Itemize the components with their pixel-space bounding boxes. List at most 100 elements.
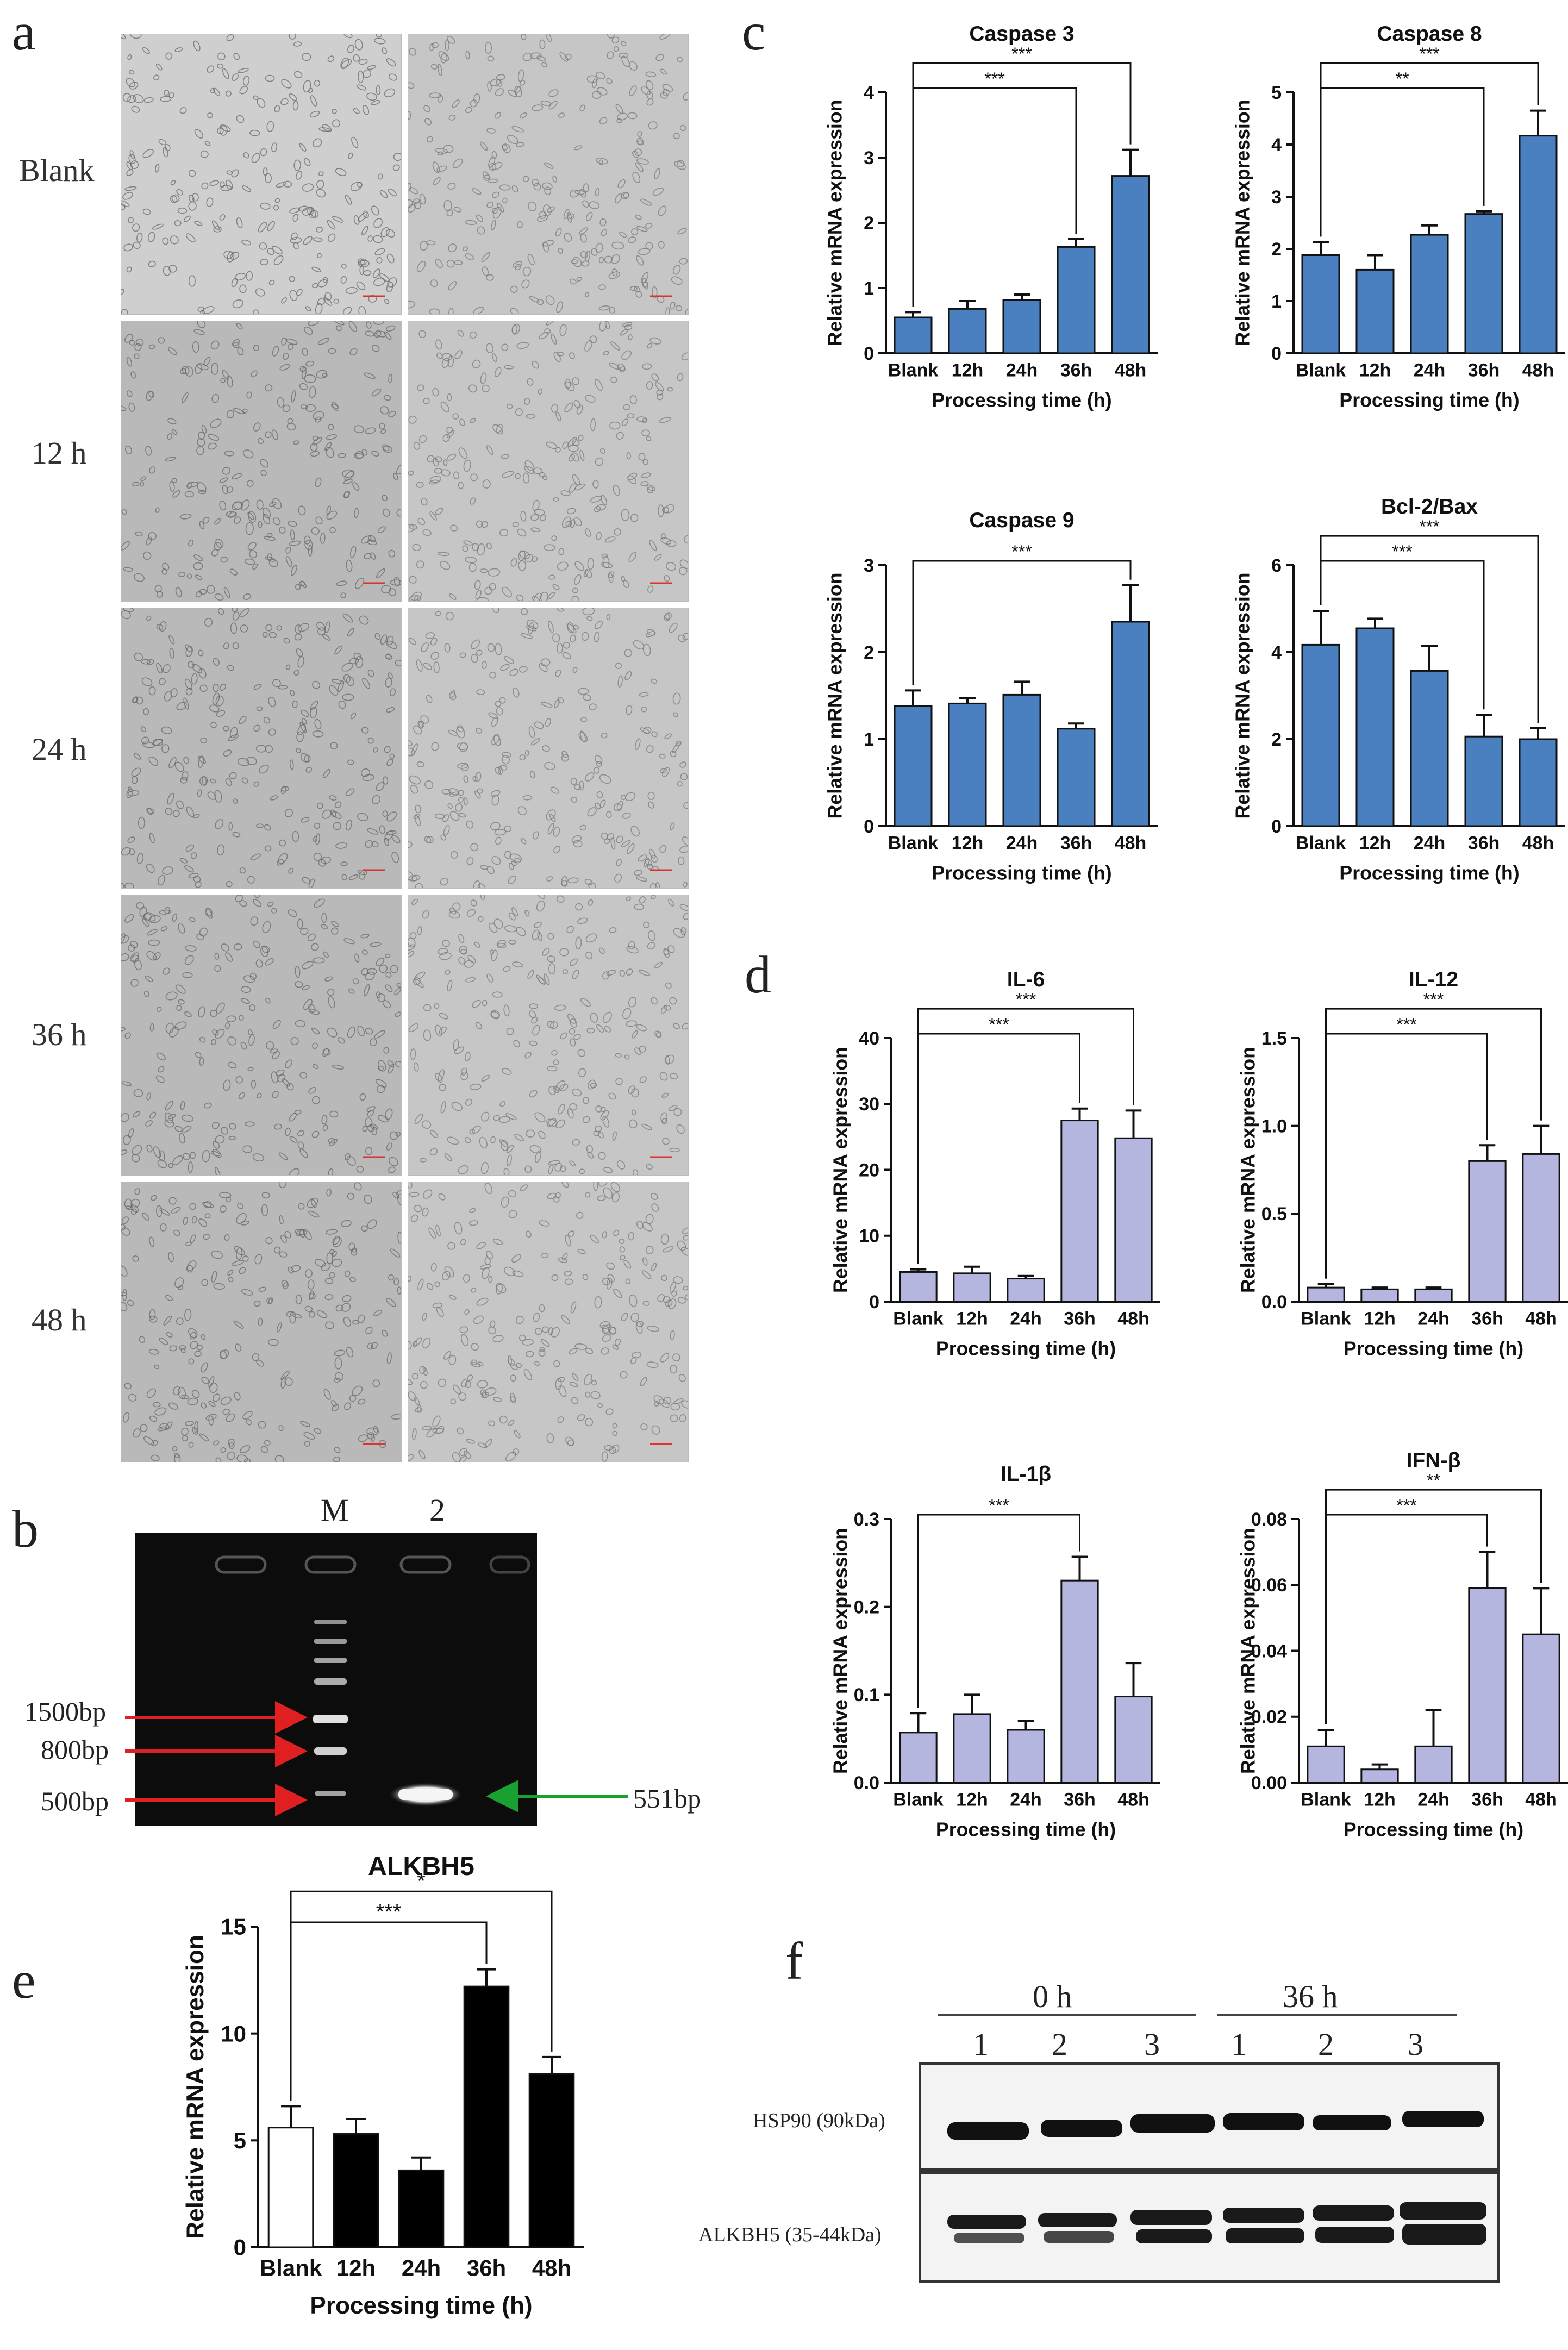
y-tick-label: 0 — [1271, 816, 1282, 837]
bar — [1007, 1729, 1045, 1784]
micrograph-image — [408, 34, 689, 315]
micrograph-image — [121, 1182, 402, 1462]
panel-label-c: c — [742, 3, 766, 61]
significance-bracket — [1325, 1514, 1488, 1724]
y-axis-label: Relative mRNA expression — [182, 1935, 209, 2239]
panel-label-b: b — [12, 1500, 39, 1559]
row-label-36h: 36 h — [32, 1017, 87, 1052]
y-tick-label: 0 — [869, 1292, 879, 1312]
x-tick-label: 12h — [1359, 360, 1391, 381]
bar — [953, 1713, 991, 1784]
y-tick-label: 4 — [1271, 135, 1282, 155]
y-tick-label: 0.2 — [854, 1597, 879, 1618]
y-tick-label: 15 — [221, 1914, 246, 1940]
x-tick-label: Blank — [1296, 833, 1346, 854]
bar — [333, 2133, 379, 2248]
wb-lane-number: 3 — [1144, 2027, 1160, 2062]
micrograph-image — [121, 608, 402, 889]
bar — [899, 1732, 938, 1784]
significance-bracket — [1320, 87, 1485, 237]
chart-alkbh5: ALKBH5 0 5 10 15 Relative mRNA expression Blan… — [147, 1852, 603, 2342]
bar — [1301, 643, 1340, 827]
micrograph-image — [408, 608, 689, 889]
x-tick-label: Blank — [893, 1309, 944, 1329]
row-label-24h: 24 h — [32, 732, 87, 767]
bar — [1468, 1587, 1507, 1784]
bar — [894, 316, 933, 354]
x-tick-label: 48h — [1525, 1790, 1557, 1810]
x-tick-label: 24h — [1010, 1790, 1042, 1810]
significance-label: *** — [1011, 542, 1032, 561]
y-tick-label: 2 — [864, 642, 874, 663]
micrograph-image — [408, 321, 689, 602]
marker-label-500bp: 500bp — [41, 1786, 109, 1816]
wb-lane-number: 2 — [1318, 2027, 1334, 2062]
y-axis-label: Relative mRNA expression — [1237, 1047, 1259, 1293]
chart-title: Caspase 8 — [1377, 22, 1482, 46]
panel-label-f: f — [785, 1932, 803, 1991]
x-axis-label: Processing time (h) — [1344, 1338, 1523, 1360]
x-tick-label: 12h — [1359, 833, 1391, 854]
bar — [1060, 1579, 1099, 1784]
chart-title: Caspase 9 — [969, 509, 1074, 532]
row-label-48h: 48 h — [32, 1302, 87, 1338]
row-label-blank: Blank — [19, 153, 95, 188]
x-tick-label: Blank — [1301, 1309, 1351, 1329]
significance-label: * — [417, 1869, 426, 1893]
bar — [1057, 246, 1096, 354]
marker-label-800bp: 800bp — [41, 1734, 109, 1765]
chart-title: ALKBH5 — [368, 1852, 474, 1881]
micrograph-image — [121, 895, 402, 1176]
significance-bracket — [290, 1921, 488, 2101]
significance-bracket — [1320, 62, 1539, 237]
x-tick-label: 48h — [1522, 833, 1554, 854]
bar — [1414, 1745, 1453, 1784]
x-axis-label: Processing time (h) — [936, 1338, 1116, 1360]
bar — [1468, 1160, 1507, 1303]
x-tick-label: Blank — [260, 2255, 322, 2281]
x-tick-label: 24h — [1414, 360, 1446, 381]
x-tick-label: 48h — [1522, 360, 1554, 381]
bar — [1307, 1286, 1345, 1303]
bar — [1114, 1137, 1153, 1303]
x-axis-label: Processing time (h) — [932, 390, 1111, 411]
y-tick-label: 2 — [1271, 729, 1282, 750]
micrograph-image — [408, 895, 689, 1176]
gel-lane-label-m: M — [321, 1492, 349, 1528]
y-tick-label: 20 — [859, 1160, 879, 1180]
bar — [1111, 621, 1150, 827]
bar — [1360, 1768, 1399, 1784]
wb-blot-hsp90 — [919, 2062, 1500, 2171]
wb-group-label-0h: 0 h — [1033, 1979, 1072, 2014]
wb-lane-number: 1 — [973, 2027, 989, 2062]
bar — [1355, 268, 1395, 354]
y-tick-label: 3 — [864, 148, 874, 168]
chart-title: Caspase 3 — [969, 22, 1074, 46]
y-tick-label: 0.0 — [1261, 1292, 1287, 1312]
chart-il-1b: IL-1β 0.0 0.1 0.2 0.3 Relative mRNA expressio… — [804, 1462, 1174, 1875]
bar — [1002, 693, 1041, 827]
significance-label: *** — [1419, 44, 1440, 64]
x-tick-label: Blank — [893, 1790, 944, 1810]
chart-bcl2-bax: Bcl-2/Bax 0 2 4 6 Relative mRNA expression Bla… — [1212, 495, 1568, 940]
bar — [398, 2169, 445, 2248]
x-axis-label: Processing time (h) — [932, 862, 1111, 884]
y-tick-label: 0.3 — [854, 1509, 879, 1530]
x-tick-label: 12h — [952, 360, 984, 381]
y-axis-label: Relative mRNA expression — [1237, 1528, 1259, 1774]
x-tick-label: Blank — [1296, 360, 1346, 381]
x-tick-label: 36h — [1064, 1790, 1096, 1810]
y-axis-label: Relative mRNA expression — [824, 100, 846, 346]
x-tick-label: 36h — [1468, 360, 1500, 381]
chart-il-12: IL-12 0.0 0.5 1.0 1.5 Relative mRNA expressio… — [1212, 968, 1568, 1391]
bar — [1307, 1745, 1345, 1784]
y-tick-label: 4 — [1271, 642, 1282, 663]
y-tick-label: 2 — [864, 213, 874, 234]
y-tick-label: 30 — [859, 1094, 879, 1115]
y-tick-label: 10 — [859, 1226, 879, 1247]
x-axis-label: Processing time (h) — [1344, 1819, 1523, 1841]
micrograph-image — [121, 34, 402, 315]
bar — [1057, 728, 1096, 827]
bar — [1410, 670, 1449, 827]
y-tick-label: 2 — [1271, 239, 1282, 260]
